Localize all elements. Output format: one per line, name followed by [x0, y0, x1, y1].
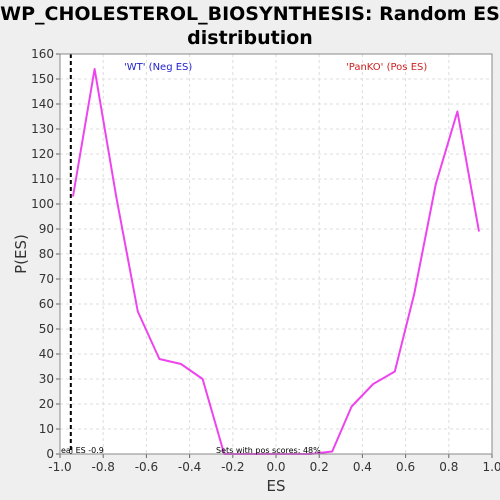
x-axis-ticks: -1.0 -0.8 -0.6 -0.4 -0.2 0.0 0.2 0.4 0.6 0.8 1.0 [48, 454, 500, 474]
x-tick-label: -0.4 [178, 460, 201, 474]
y-tick-label: 140 [31, 97, 54, 111]
y-tick-label: 110 [31, 172, 54, 186]
pos-scores-label: Sets with pos scores: 48% [216, 446, 321, 455]
y-axis-ticks: 0 10 20 30 40 50 60 70 80 90 100 110 120 130 140 150 160 [31, 47, 60, 461]
chart-title-line-1: WP_CHOLESTEROL_BIOSYNTHESIS: Random ES [0, 3, 500, 25]
y-tick-label: 80 [39, 247, 54, 261]
y-tick-label: 90 [39, 222, 54, 236]
y-tick-label: 0 [46, 447, 54, 461]
y-tick-label: 60 [39, 297, 54, 311]
x-tick-label: 1.0 [482, 460, 500, 474]
y-tick-label: 20 [39, 397, 54, 411]
x-tick-label: -0.2 [221, 460, 244, 474]
y-tick-label: 50 [39, 322, 54, 336]
real-es-label: eal ES -0.9 [61, 446, 104, 455]
y-tick-label: 100 [31, 197, 54, 211]
y-tick-label: 120 [31, 147, 54, 161]
x-tick-label: 0.0 [266, 460, 285, 474]
x-tick-label: -1.0 [48, 460, 71, 474]
y-tick-label: 30 [39, 372, 54, 386]
y-tick-label: 10 [39, 422, 54, 436]
x-axis-label: ES [267, 477, 286, 495]
chart-title: WP_CHOLESTEROL_BIOSYNTHESIS: Random ES d… [0, 2, 500, 50]
x-tick-label: -0.6 [135, 460, 158, 474]
x-tick-label: 0.6 [396, 460, 415, 474]
plot-border [59, 53, 493, 455]
y-tick-label: 130 [31, 122, 54, 136]
y-tick-label: 150 [31, 72, 54, 86]
x-tick-label: 0.8 [439, 460, 458, 474]
y-axis-label: P(ES) [12, 234, 30, 274]
x-tick-label: -0.8 [91, 460, 114, 474]
neg-es-label: 'WT' (Neg ES) [124, 62, 192, 73]
chart-title-line-2: distribution [187, 27, 313, 49]
x-tick-label: 0.4 [353, 460, 372, 474]
y-tick-label: 160 [31, 47, 54, 61]
y-tick-label: 40 [39, 347, 54, 361]
pos-es-label: 'PanKO' (Pos ES) [346, 62, 427, 73]
x-tick-label: 0.2 [310, 460, 329, 474]
y-tick-label: 70 [39, 272, 54, 286]
